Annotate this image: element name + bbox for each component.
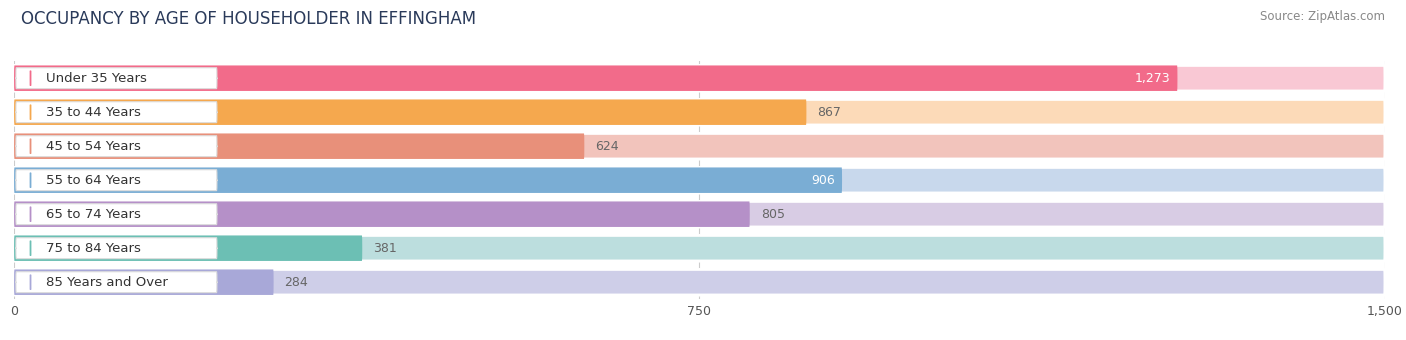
Text: 867: 867	[817, 106, 841, 119]
FancyBboxPatch shape	[14, 133, 1385, 159]
FancyBboxPatch shape	[15, 102, 217, 123]
Text: 85 Years and Over: 85 Years and Over	[46, 276, 167, 289]
Text: 45 to 54 Years: 45 to 54 Years	[46, 140, 141, 153]
FancyBboxPatch shape	[15, 272, 217, 293]
FancyBboxPatch shape	[14, 269, 1385, 295]
Text: 65 to 74 Years: 65 to 74 Years	[46, 208, 141, 221]
FancyBboxPatch shape	[14, 269, 1385, 295]
FancyBboxPatch shape	[14, 99, 1385, 125]
Text: 75 to 84 Years: 75 to 84 Years	[46, 242, 141, 255]
FancyBboxPatch shape	[14, 235, 1385, 261]
Text: Under 35 Years: Under 35 Years	[46, 72, 146, 85]
Text: 55 to 64 Years: 55 to 64 Years	[46, 174, 141, 187]
FancyBboxPatch shape	[14, 201, 1385, 227]
FancyBboxPatch shape	[14, 133, 1385, 159]
Text: 284: 284	[284, 276, 308, 289]
FancyBboxPatch shape	[14, 235, 363, 261]
FancyBboxPatch shape	[15, 204, 217, 225]
Text: 805: 805	[761, 208, 785, 221]
FancyBboxPatch shape	[15, 68, 217, 89]
FancyBboxPatch shape	[14, 99, 807, 125]
Text: 35 to 44 Years: 35 to 44 Years	[46, 106, 141, 119]
Text: 906: 906	[811, 174, 835, 187]
FancyBboxPatch shape	[14, 201, 1385, 227]
FancyBboxPatch shape	[14, 167, 1385, 193]
FancyBboxPatch shape	[14, 133, 585, 159]
FancyBboxPatch shape	[15, 238, 217, 259]
FancyBboxPatch shape	[14, 65, 1177, 91]
FancyBboxPatch shape	[15, 170, 217, 191]
FancyBboxPatch shape	[15, 136, 217, 157]
FancyBboxPatch shape	[14, 65, 1385, 91]
FancyBboxPatch shape	[14, 201, 749, 227]
FancyBboxPatch shape	[14, 99, 1385, 125]
FancyBboxPatch shape	[14, 167, 842, 193]
FancyBboxPatch shape	[14, 65, 1385, 91]
Text: OCCUPANCY BY AGE OF HOUSEHOLDER IN EFFINGHAM: OCCUPANCY BY AGE OF HOUSEHOLDER IN EFFIN…	[21, 10, 477, 28]
FancyBboxPatch shape	[14, 235, 1385, 261]
Text: Source: ZipAtlas.com: Source: ZipAtlas.com	[1260, 10, 1385, 23]
Text: 381: 381	[373, 242, 396, 255]
FancyBboxPatch shape	[14, 167, 1385, 193]
Text: 624: 624	[595, 140, 619, 153]
FancyBboxPatch shape	[14, 269, 274, 295]
Text: 1,273: 1,273	[1135, 72, 1170, 85]
